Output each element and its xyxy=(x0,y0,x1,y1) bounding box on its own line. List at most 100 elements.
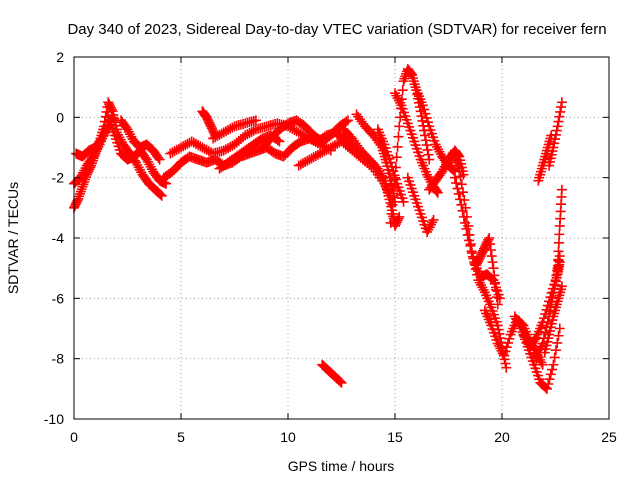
data-point-marker xyxy=(227,122,238,133)
data-point-marker xyxy=(552,121,563,132)
data-point-marker xyxy=(406,68,417,79)
data-point-marker xyxy=(405,67,416,78)
data-point-marker xyxy=(218,145,229,156)
data-point-marker xyxy=(541,383,552,394)
data-point-marker xyxy=(203,146,214,157)
data-point-marker xyxy=(190,138,201,149)
data-point-marker xyxy=(486,251,497,262)
data-point-marker xyxy=(210,132,221,143)
data-point-marker xyxy=(176,142,186,153)
data-point-marker xyxy=(165,148,176,159)
data-point-marker xyxy=(492,299,503,310)
data-point-marker xyxy=(547,292,558,303)
data-point-marker xyxy=(550,129,561,140)
data-point-marker xyxy=(494,328,505,339)
data-point-marker xyxy=(321,144,332,155)
data-point-marker xyxy=(545,369,556,380)
track-14 xyxy=(338,124,405,231)
data-point-marker xyxy=(220,126,231,137)
data-point-marker xyxy=(73,193,84,204)
track-32 xyxy=(533,130,557,186)
data-point-marker xyxy=(548,142,559,153)
data-point-marker xyxy=(454,163,465,174)
data-point-marker xyxy=(390,162,401,173)
chart-grid xyxy=(74,57,609,419)
data-point-marker xyxy=(537,359,548,370)
data-point-marker xyxy=(392,141,403,152)
data-point-marker xyxy=(462,229,473,240)
data-point-marker xyxy=(393,131,404,142)
data-point-marker xyxy=(499,350,510,361)
data-point-marker xyxy=(302,155,313,166)
data-point-marker xyxy=(554,229,565,240)
data-point-marker xyxy=(153,152,164,163)
data-point-marker xyxy=(193,140,204,151)
data-point-marker xyxy=(424,154,435,165)
track-30 xyxy=(539,281,567,358)
x-tick-label: 5 xyxy=(177,429,185,445)
data-tracks xyxy=(69,64,567,394)
data-point-marker xyxy=(431,186,442,197)
data-point-marker xyxy=(76,184,87,195)
data-point-marker xyxy=(461,223,472,234)
x-tick-label: 25 xyxy=(601,429,617,445)
data-point-marker xyxy=(106,104,117,115)
track-17 xyxy=(317,359,347,388)
data-point-marker xyxy=(514,321,525,332)
y-tick-label: -4 xyxy=(52,230,65,246)
data-point-marker xyxy=(422,144,433,155)
data-point-marker xyxy=(78,179,89,190)
data-point-marker xyxy=(458,187,469,198)
data-point-marker xyxy=(556,281,567,292)
data-point-marker xyxy=(223,125,234,136)
data-point-marker xyxy=(244,128,255,139)
data-point-marker xyxy=(399,73,410,84)
y-tick-label: -2 xyxy=(52,170,65,186)
data-point-marker xyxy=(293,160,304,171)
data-point-marker xyxy=(456,179,467,190)
data-point-marker xyxy=(456,199,467,210)
data-point-marker xyxy=(300,131,311,142)
data-point-marker xyxy=(397,85,408,96)
data-point-marker xyxy=(154,154,165,165)
data-point-marker xyxy=(553,246,564,257)
data-point-marker xyxy=(220,144,231,155)
data-point-marker xyxy=(385,157,396,168)
data-point-marker xyxy=(420,108,431,119)
data-point-marker xyxy=(186,136,197,147)
data-point-marker xyxy=(218,127,229,138)
track-24 xyxy=(449,172,505,304)
data-point-marker xyxy=(214,129,225,140)
data-point-marker xyxy=(466,246,477,257)
data-point-marker xyxy=(385,217,396,228)
data-point-marker xyxy=(212,131,223,142)
data-point-marker xyxy=(312,149,323,160)
data-point-marker xyxy=(391,152,402,163)
axis-ticks: 0 5 10 15 20 25 -10 -8 -6 -4 -2 0 2 xyxy=(44,49,617,445)
data-point-marker xyxy=(556,97,567,108)
data-point-marker xyxy=(225,141,236,152)
data-point-marker xyxy=(335,376,346,387)
data-point-marker xyxy=(216,128,227,139)
data-point-marker xyxy=(553,254,564,265)
data-point-marker xyxy=(327,141,338,152)
data-point-marker xyxy=(422,117,433,128)
data-point-marker xyxy=(394,121,405,132)
data-point-marker xyxy=(156,190,167,201)
data-point-marker xyxy=(387,184,398,195)
data-point-marker xyxy=(295,128,306,139)
data-point-marker xyxy=(554,323,565,334)
data-point-marker xyxy=(485,239,496,250)
data-point-marker xyxy=(448,165,459,176)
x-tick-label: 10 xyxy=(280,429,296,445)
data-point-marker xyxy=(550,345,561,356)
data-point-marker xyxy=(464,235,475,246)
data-point-marker xyxy=(223,143,234,154)
data-point-marker xyxy=(453,188,464,199)
y-tick-label: 0 xyxy=(56,109,64,125)
data-point-marker xyxy=(449,172,460,183)
data-point-marker xyxy=(395,97,406,108)
track-31 xyxy=(552,184,567,274)
data-point-marker xyxy=(319,146,330,157)
data-point-marker xyxy=(171,144,182,155)
